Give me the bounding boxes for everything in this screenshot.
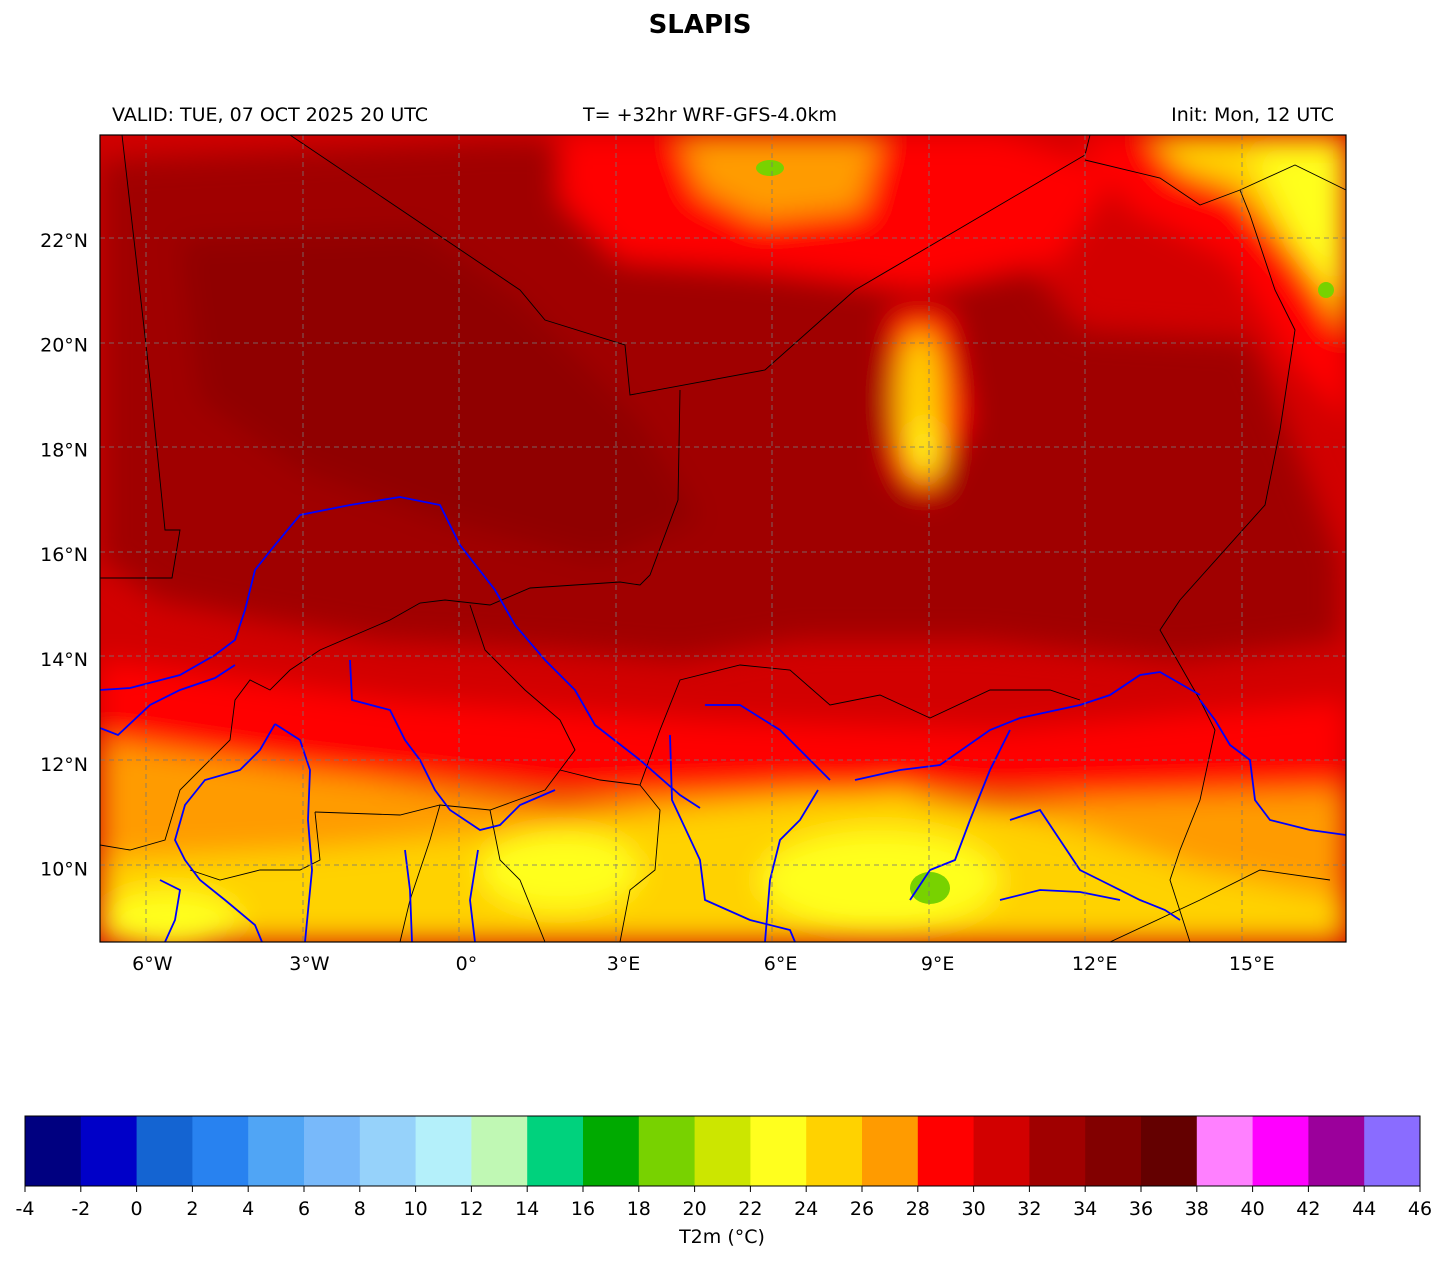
colorbar-tick-label: 10 bbox=[403, 1198, 428, 1220]
colorbar-tick-label: 36 bbox=[1128, 1198, 1154, 1220]
colorbar-tick-label: 26 bbox=[849, 1198, 875, 1220]
colorbar-swatch bbox=[136, 1116, 193, 1186]
colorbar-swatch bbox=[806, 1116, 863, 1186]
colorbar-tick-label: -4 bbox=[15, 1198, 35, 1220]
colorbar-swatch bbox=[304, 1116, 361, 1186]
colorbar-swatch bbox=[471, 1116, 528, 1186]
colorbar-tick-label: 16 bbox=[570, 1198, 596, 1220]
field-shading bbox=[100, 135, 1346, 942]
colorbar-tick-label: 22 bbox=[738, 1198, 763, 1220]
colorbar-swatch bbox=[1141, 1116, 1198, 1186]
gridlines bbox=[100, 135, 1346, 942]
colorbar-swatch bbox=[917, 1116, 975, 1186]
colorbar-swatch bbox=[415, 1116, 472, 1186]
colorbar-swatch bbox=[638, 1116, 696, 1186]
map-title: SLAPIS bbox=[648, 10, 752, 40]
colorbar-tick-label: -2 bbox=[71, 1198, 91, 1220]
colorbar-swatch bbox=[192, 1116, 249, 1186]
colorbar-tick-label: 12 bbox=[459, 1198, 484, 1220]
longitude-tick-label: 3°E bbox=[607, 953, 641, 975]
colorbar-swatch bbox=[1252, 1116, 1309, 1186]
valid-time-label: VALID: TUE, 07 OCT 2025 20 UTC bbox=[112, 104, 428, 126]
colorbar-swatch bbox=[750, 1116, 807, 1186]
colorbar-swatch bbox=[25, 1116, 82, 1186]
colorbar-tick-label: 40 bbox=[1240, 1198, 1265, 1220]
longitude-labels: 6°W 3°W 0° 3°E 6°E 9°E 12°E 15°E bbox=[132, 953, 1274, 975]
colorbar-tick-label: 6 bbox=[297, 1198, 311, 1220]
country-borders bbox=[100, 135, 1346, 942]
longitude-tick-label: 15°E bbox=[1229, 953, 1275, 975]
colorbar-tick-label: 30 bbox=[961, 1198, 986, 1220]
latitude-tick-label: 14°N bbox=[40, 649, 88, 671]
rivers bbox=[100, 496, 1346, 942]
forecast-hour-label: T= +32hr WRF-GFS-4.0km bbox=[583, 104, 837, 126]
longitude-tick-label: 0° bbox=[456, 953, 478, 975]
colorbar-swatch bbox=[1196, 1116, 1254, 1186]
colorbar-swatch bbox=[527, 1116, 584, 1186]
colorbar-tick-label: 28 bbox=[905, 1198, 930, 1220]
colorbar-swatch bbox=[248, 1116, 305, 1186]
colorbar-tick-label: 38 bbox=[1184, 1198, 1209, 1220]
colorbar-tick-label: 0 bbox=[130, 1198, 143, 1220]
green-patch bbox=[1318, 282, 1334, 298]
longitude-tick-label: 9°E bbox=[921, 953, 955, 975]
colorbar-tick-label: 8 bbox=[353, 1198, 366, 1220]
colorbar-swatch bbox=[1364, 1116, 1421, 1186]
colorbar-tick-label: 18 bbox=[626, 1198, 651, 1220]
colorbar-tick-label: 42 bbox=[1296, 1198, 1321, 1220]
colorbar-swatch bbox=[1308, 1116, 1365, 1186]
colorbar-swatch bbox=[973, 1116, 1030, 1186]
colorbar-tick-label: 34 bbox=[1073, 1198, 1098, 1220]
map-frame bbox=[99, 134, 1347, 943]
colorbar-label: T2m (°C) bbox=[679, 1226, 765, 1248]
colorbar-swatch bbox=[1029, 1116, 1086, 1186]
colorbar bbox=[24, 1115, 1421, 1192]
colorbar-swatch bbox=[80, 1116, 138, 1186]
longitude-tick-label: 3°W bbox=[289, 953, 330, 975]
colorbar-tick-label: 24 bbox=[794, 1198, 819, 1220]
colorbar-tick-label: 44 bbox=[1352, 1198, 1377, 1220]
longitude-tick-label: 6°W bbox=[132, 953, 173, 975]
colorbar-tick-label: 32 bbox=[1017, 1198, 1042, 1220]
longitude-tick-label: 12°E bbox=[1072, 953, 1118, 975]
latitude-tick-label: 10°N bbox=[40, 859, 88, 881]
temperature-field bbox=[100, 135, 1346, 942]
colorbar-tick-label: 2 bbox=[186, 1198, 199, 1220]
colorbar-swatch bbox=[1085, 1116, 1142, 1186]
colorbar-tick-label: 14 bbox=[515, 1198, 540, 1220]
colorbar-tick-label: 46 bbox=[1407, 1198, 1433, 1220]
init-time-label: Init: Mon, 12 UTC bbox=[1171, 104, 1334, 126]
colorbar-tick-label: 4 bbox=[242, 1198, 255, 1220]
green-patch bbox=[756, 160, 784, 176]
colorbar-tick-label: 20 bbox=[682, 1198, 707, 1220]
latitude-tick-label: 16°N bbox=[40, 544, 88, 566]
colorbar-frame bbox=[24, 1115, 1421, 1187]
colorbar-swatch bbox=[694, 1116, 751, 1186]
colorbar-swatch bbox=[583, 1116, 640, 1186]
colorbar-swatch bbox=[359, 1116, 417, 1186]
green-patch bbox=[910, 872, 950, 904]
latitude-tick-label: 22°N bbox=[40, 230, 88, 252]
longitude-tick-label: 6°E bbox=[764, 953, 798, 975]
colorbar-swatch bbox=[862, 1116, 919, 1186]
latitude-labels: 22°N 20°N 18°N 16°N 14°N 12°N 10°N bbox=[40, 230, 88, 881]
latitude-tick-label: 18°N bbox=[40, 439, 88, 461]
latitude-tick-label: 20°N bbox=[40, 335, 88, 357]
latitude-tick-label: 12°N bbox=[40, 754, 88, 776]
